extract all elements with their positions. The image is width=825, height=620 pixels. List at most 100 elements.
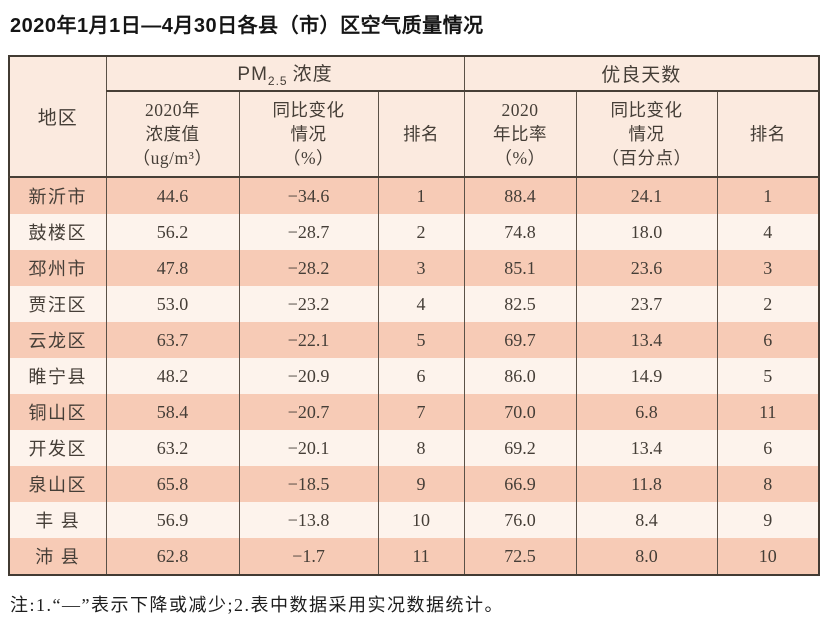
pm-label: PM (237, 64, 268, 86)
cell-pm-rank: 4 (377, 286, 465, 322)
table-row: 泉山区 65.8 −18.5 9 66.9 11.8 8 (8, 466, 820, 502)
cell-good-rank: 11 (716, 394, 820, 430)
cell-good-rank: 8 (716, 466, 820, 502)
table-row: 丰 县 56.9 −13.8 10 76.0 8.4 9 (8, 502, 820, 538)
cell-good-change: 13.4 (575, 430, 718, 466)
table-header: 地区 PM2.5 浓度 优良天数 2020年 浓度值 （ug/m³） 同比变化 情… (8, 56, 820, 178)
cell-good-rank: 1 (716, 177, 820, 214)
cell-pm-rank: 8 (377, 430, 465, 466)
cell-good-rate: 66.9 (463, 466, 577, 502)
cell-pm-value: 48.2 (105, 358, 240, 394)
header-region: 地区 (8, 56, 107, 178)
table-row: 云龙区 63.7 −22.1 5 69.7 13.4 6 (8, 322, 820, 358)
cell-good-change: 18.0 (575, 214, 718, 250)
cell-region: 邳州市 (8, 250, 107, 286)
header-sub-row: 2020年 浓度值 （ug/m³） 同比变化 情况 （%） 排名 2020 年比… (9, 91, 820, 178)
cell-pm-value: 62.8 (105, 538, 240, 575)
table-row: 贾汪区 53.0 −23.2 4 82.5 23.7 2 (8, 286, 820, 322)
cell-pm-value: 58.4 (105, 394, 240, 430)
cell-region: 睢宁县 (8, 358, 107, 394)
footnote: 注:1.“—”表示下降或减少;2.表中数据采用实况数据统计。 (10, 595, 504, 615)
cell-pm-change: −1.7 (238, 538, 379, 575)
cell-pm-value: 63.2 (105, 430, 240, 466)
cell-pm-change: −28.2 (238, 250, 379, 286)
cell-pm-rank: 6 (377, 358, 465, 394)
table-row: 开发区 63.2 −20.1 8 69.2 13.4 6 (8, 430, 820, 466)
cell-pm-change: −23.2 (238, 286, 379, 322)
cell-good-change: 24.1 (575, 177, 718, 214)
page-title: 2020年1月1日—4月30日各县（市）区空气质量情况 (10, 15, 484, 37)
table-row: 新沂市 44.6 −34.6 1 88.4 24.1 1 (8, 177, 820, 214)
cell-good-rank: 6 (716, 322, 820, 358)
cell-good-change: 8.4 (575, 502, 718, 538)
cell-pm-value: 44.6 (105, 177, 240, 214)
cell-pm-change: −22.1 (238, 322, 379, 358)
cell-good-change: 13.4 (575, 322, 718, 358)
header-good-days-group: 优良天数 (463, 56, 820, 92)
header-pm25-group: PM2.5 浓度 (105, 56, 465, 92)
cell-pm-change: −20.9 (238, 358, 379, 394)
header-group-row: 地区 PM2.5 浓度 优良天数 (8, 56, 820, 178)
cell-pm-value: 47.8 (105, 250, 240, 286)
cell-pm-value: 53.0 (105, 286, 240, 322)
cell-region: 泉山区 (8, 466, 107, 502)
cell-good-change: 11.8 (575, 466, 718, 502)
cell-good-change: 23.7 (575, 286, 718, 322)
cell-pm-rank: 11 (377, 538, 465, 575)
cell-pm-change: −18.5 (238, 466, 379, 502)
cell-good-rate: 85.1 (463, 250, 577, 286)
cell-good-rank: 3 (716, 250, 820, 286)
header-pm-value: 2020年 浓度值 （ug/m³） (105, 91, 240, 178)
cell-good-change: 8.0 (575, 538, 718, 575)
cell-good-rank: 4 (716, 214, 820, 250)
header-pm-change: 同比变化 情况 （%） (238, 91, 379, 178)
cell-pm-rank: 2 (377, 214, 465, 250)
cell-region: 贾汪区 (8, 286, 107, 322)
cell-good-rate: 76.0 (463, 502, 577, 538)
cell-region: 铜山区 (8, 394, 107, 430)
header-good-rank: 排名 (716, 91, 820, 178)
cell-good-rank: 5 (716, 358, 820, 394)
cell-good-rank: 9 (716, 502, 820, 538)
cell-good-rank: 6 (716, 430, 820, 466)
table-body: 新沂市 44.6 −34.6 1 88.4 24.1 1 鼓楼区 56.2 −2… (8, 177, 820, 575)
cell-good-rate: 86.0 (463, 358, 577, 394)
cell-pm-value: 65.8 (105, 466, 240, 502)
cell-region: 新沂市 (8, 177, 107, 214)
air-quality-table: 地区 PM2.5 浓度 优良天数 2020年 浓度值 （ug/m³） 同比变化 情… (8, 55, 821, 576)
cell-good-change: 14.9 (575, 358, 718, 394)
cell-good-rate: 70.0 (463, 394, 577, 430)
cell-pm-rank: 5 (377, 322, 465, 358)
cell-pm-value: 56.2 (105, 214, 240, 250)
header-good-rate: 2020 年比率 （%） (463, 91, 577, 178)
cell-region: 沛 县 (8, 538, 107, 575)
table-row: 铜山区 58.4 −20.7 7 70.0 6.8 11 (8, 394, 820, 430)
cell-good-rate: 69.7 (463, 322, 577, 358)
cell-good-change: 23.6 (575, 250, 718, 286)
pm-subscript: 2.5 (267, 73, 288, 88)
table-row: 睢宁县 48.2 −20.9 6 86.0 14.9 5 (8, 358, 820, 394)
cell-pm-rank: 7 (377, 394, 465, 430)
cell-pm-change: −34.6 (238, 177, 379, 214)
cell-good-rate: 88.4 (463, 177, 577, 214)
cell-pm-change: −13.8 (238, 502, 379, 538)
cell-pm-change: −20.7 (238, 394, 379, 430)
cell-good-rate: 69.2 (463, 430, 577, 466)
cell-pm-value: 56.9 (105, 502, 240, 538)
cell-region: 鼓楼区 (8, 214, 107, 250)
cell-pm-rank: 1 (377, 177, 465, 214)
header-good-change: 同比变化 情况 （百分点） (575, 91, 718, 178)
cell-region: 开发区 (8, 430, 107, 466)
cell-region: 丰 县 (8, 502, 107, 538)
cell-good-rank: 2 (716, 286, 820, 322)
table-row: 鼓楼区 56.2 −28.7 2 74.8 18.0 4 (8, 214, 820, 250)
header-pm-rank: 排名 (377, 91, 465, 178)
cell-region: 云龙区 (8, 322, 107, 358)
cell-good-rate: 72.5 (463, 538, 577, 575)
cell-pm-rank: 10 (377, 502, 465, 538)
table-row: 邳州市 47.8 −28.2 3 85.1 23.6 3 (8, 250, 820, 286)
table-row: 沛 县 62.8 −1.7 11 72.5 8.0 10 (8, 538, 820, 575)
cell-pm-rank: 9 (377, 466, 465, 502)
cell-pm-value: 63.7 (105, 322, 240, 358)
